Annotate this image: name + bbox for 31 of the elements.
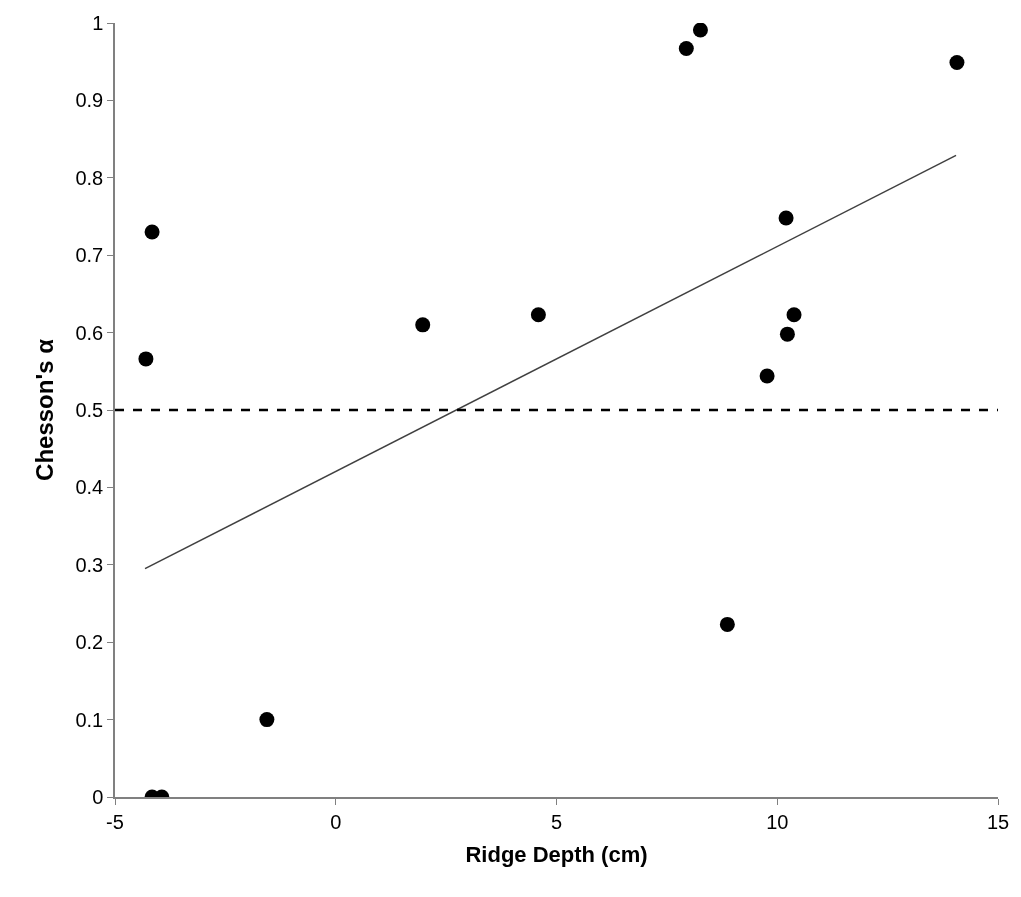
point xyxy=(779,326,795,342)
point xyxy=(759,368,775,384)
y-tick-label: 0.3 xyxy=(75,553,104,576)
y-tick-label: 0.2 xyxy=(75,631,104,654)
x-tick-label: -5 xyxy=(106,810,124,833)
y-tick-label: 0.9 xyxy=(75,89,104,112)
y-tick-label: 0.4 xyxy=(75,476,104,499)
x-tick-label: 10 xyxy=(766,810,789,833)
point xyxy=(138,351,154,367)
x-axis-title: Ridge Depth (cm) xyxy=(465,842,648,868)
point xyxy=(692,23,708,38)
x-tick-label: 5 xyxy=(550,810,563,833)
y-axis-title: Chesson's α xyxy=(31,338,59,481)
point xyxy=(144,224,160,240)
point xyxy=(530,307,546,323)
point xyxy=(719,616,735,632)
y-tick-label: 0 xyxy=(92,786,104,808)
point xyxy=(786,307,802,323)
x-tick-label: 0 xyxy=(330,810,342,833)
y-tick-label: 0.5 xyxy=(75,399,104,421)
y-tick-label: 1 xyxy=(92,12,104,34)
point xyxy=(778,210,794,226)
y-tick-label: 0.7 xyxy=(75,244,104,267)
point xyxy=(259,712,275,728)
y-tick-label: 0.1 xyxy=(75,708,104,731)
y-tick-label: 0.8 xyxy=(75,166,104,189)
point xyxy=(678,41,694,57)
point xyxy=(949,54,965,70)
y-tick-label: 0.6 xyxy=(75,321,104,344)
x-tick-label: 15 xyxy=(986,810,1010,833)
point xyxy=(415,317,431,333)
